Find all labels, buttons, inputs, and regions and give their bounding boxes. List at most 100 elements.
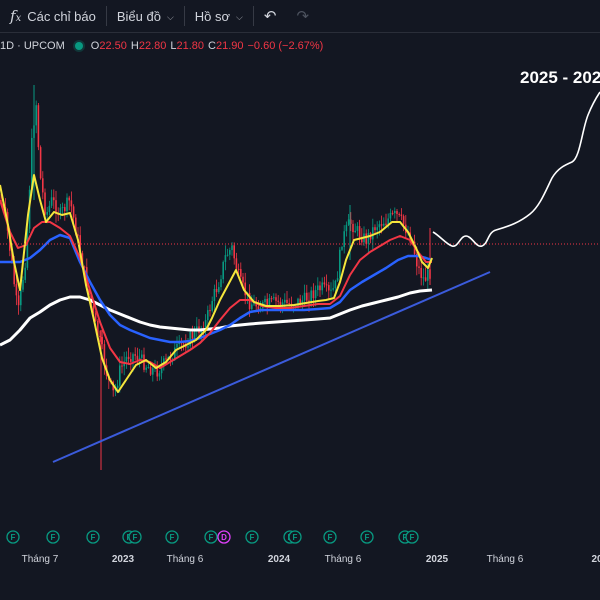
candle-body <box>77 234 79 236</box>
candle-body <box>332 288 334 290</box>
event-marker-label: F <box>410 533 415 542</box>
candle-body <box>334 280 337 289</box>
candle-body <box>336 278 339 281</box>
toolbar-divider <box>252 6 254 26</box>
candle-body <box>165 358 167 360</box>
candle-body <box>134 354 136 356</box>
ma-blue-line <box>0 233 433 344</box>
candle-body <box>297 298 299 306</box>
function-icon: fx <box>10 7 22 25</box>
candle-body <box>257 306 260 312</box>
dividend-marker-icon <box>217 530 231 544</box>
candle-body <box>372 227 374 240</box>
candle-body <box>325 284 328 286</box>
candle-body <box>350 219 352 224</box>
candle-body <box>385 223 387 225</box>
indicators-button[interactable]: fx Các chỉ báo <box>0 0 106 32</box>
candle-body <box>361 237 363 243</box>
toolbar-divider <box>183 6 185 26</box>
market-status-dot-icon[interactable] <box>74 42 83 50</box>
candle-body <box>143 354 145 370</box>
candle-body <box>345 224 348 232</box>
candle-body <box>358 226 361 238</box>
candle-body <box>365 233 367 244</box>
candle-body <box>156 367 158 377</box>
candle-body <box>119 365 121 386</box>
ohlc-legend: 1D · UPCOM O 22.50 H 22.80 L 21.80 C 21.90 −… <box>0 37 327 55</box>
candle-body <box>167 356 169 359</box>
candle-body <box>312 290 315 299</box>
candle-body <box>378 224 381 228</box>
candle-body <box>160 365 163 374</box>
undo-button[interactable]: ↶ <box>254 0 287 32</box>
time-axis-label: Tháng 7 <box>22 554 59 565</box>
candle-body <box>147 367 150 369</box>
moving-averages-layer <box>0 174 433 393</box>
candle-body <box>13 261 15 285</box>
candle-body <box>39 147 42 179</box>
candle-body <box>189 332 191 347</box>
candle-body <box>121 365 123 367</box>
chart-menu-label: Biểu đồ <box>116 8 161 24</box>
candle-body <box>218 287 220 293</box>
drawings-layer: 2025 - 202 <box>0 68 600 463</box>
candle-body <box>26 228 29 268</box>
chart-menu-button[interactable]: Biểu đồ ⌵ <box>107 0 184 32</box>
candle-body <box>75 217 77 235</box>
candle-body <box>284 299 286 303</box>
time-axis-label: Tháng 6 <box>325 554 362 565</box>
event-marker-label: F <box>91 533 96 542</box>
candle-body <box>61 207 64 209</box>
ma-white-line <box>0 288 433 347</box>
candle-body <box>193 330 196 339</box>
candle-body <box>319 285 321 291</box>
candle-body <box>59 207 62 216</box>
candle-body <box>99 335 101 338</box>
candle-body <box>152 368 154 375</box>
financials-marker-icon <box>360 530 374 544</box>
candle-body <box>24 267 26 280</box>
financials-marker-icon <box>165 530 179 544</box>
redo-button[interactable]: ↷ <box>286 0 319 32</box>
financials-marker-icon <box>288 530 302 544</box>
time-axis-label: 2024 <box>268 554 291 565</box>
candle-body <box>400 214 403 217</box>
profile-menu-button[interactable]: Hồ sơ ⌵ <box>185 0 253 32</box>
candle-body <box>341 246 343 250</box>
candle-body <box>244 282 246 296</box>
chevron-down-icon: ⌵ <box>236 11 243 22</box>
candle-body <box>352 223 354 233</box>
candle-body <box>31 137 33 190</box>
candle-body <box>187 346 189 348</box>
candle-body <box>226 254 229 256</box>
profile-menu-label: Hồ sơ <box>194 8 231 24</box>
candle-body <box>314 289 317 299</box>
candle-body <box>103 344 106 366</box>
candle-body <box>235 258 238 269</box>
time-axis-label: 20 <box>591 554 600 565</box>
candle-body <box>275 297 277 301</box>
candle-body <box>213 288 216 302</box>
toolbar-divider <box>105 6 107 26</box>
candle-body <box>88 288 90 295</box>
event-marker-label: F <box>328 533 333 542</box>
candle-body <box>163 358 165 366</box>
candle-body <box>367 232 370 244</box>
candle-body <box>141 354 143 358</box>
candle-body <box>35 105 37 126</box>
ascending-trendline <box>52 271 491 463</box>
candle-body <box>376 227 378 231</box>
candle-body <box>138 357 141 360</box>
financials-marker-icon <box>323 530 337 544</box>
candle-body <box>242 276 244 283</box>
candle-body <box>46 211 48 215</box>
candle-body <box>42 178 44 193</box>
financials-marker-icon <box>405 530 419 544</box>
candle-body <box>240 269 242 277</box>
candle-body <box>251 304 253 310</box>
candle-body <box>383 223 385 226</box>
candle-body <box>66 197 68 212</box>
symbol-label[interactable]: 1D · UPCOM <box>0 40 65 52</box>
candle-body <box>149 367 152 375</box>
